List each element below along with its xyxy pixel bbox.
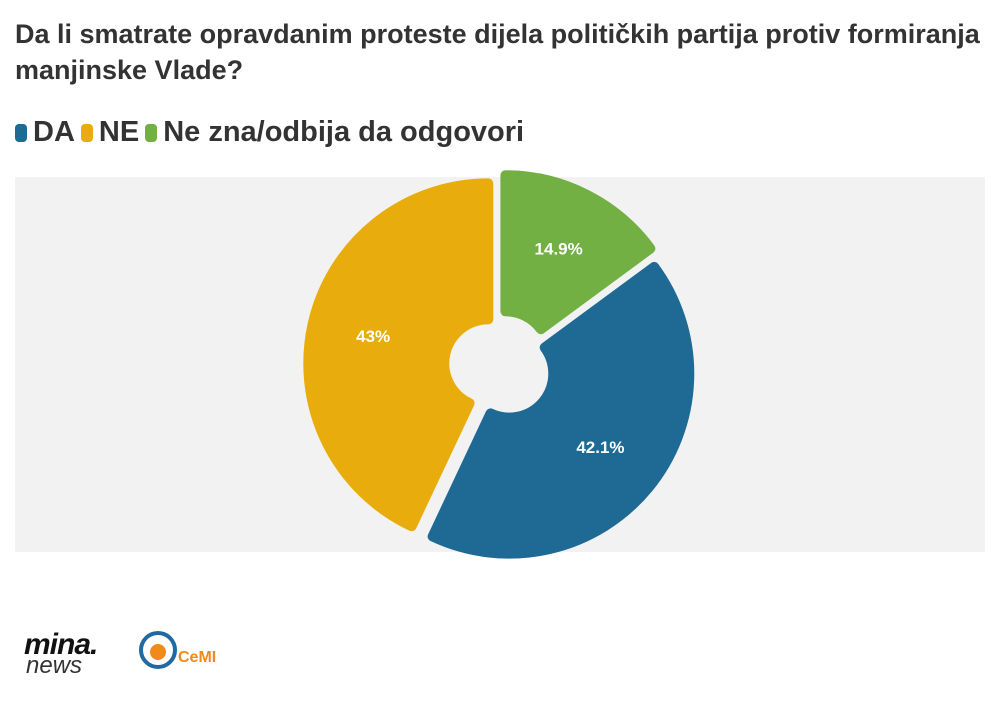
legend-item: NE <box>80 116 140 149</box>
legend: DA NE Ne zna/odbija da odgovori <box>15 116 530 149</box>
legend-item: DA <box>15 116 75 149</box>
brand: mina. <box>24 628 98 661</box>
partner-ring <box>139 631 177 669</box>
brand-sub: news <box>26 652 83 679</box>
partner-dot <box>150 644 166 660</box>
pie-slice <box>500 170 656 335</box>
legend-item: Ne zna/odbija da odgovori <box>145 116 524 149</box>
chart-title: Da li smatrate opravdanim proteste dijel… <box>15 19 980 85</box>
data-label: 42.1% <box>576 438 624 457</box>
legend-label: Ne zna/odbija da odgovori <box>163 116 525 148</box>
legend-label: NE <box>98 116 140 148</box>
pie-slice <box>427 261 695 559</box>
legend-swatch <box>15 123 27 142</box>
data-label: 14.9% <box>535 239 583 258</box>
legend-swatch <box>80 123 93 142</box>
data-label: 43% <box>356 327 390 346</box>
legend-swatch <box>145 123 158 142</box>
partner-logo: CeMI <box>139 631 216 669</box>
pie-slice <box>303 178 494 532</box>
legend-label: DA <box>33 116 75 148</box>
partner-name: CeMI <box>178 649 216 666</box>
